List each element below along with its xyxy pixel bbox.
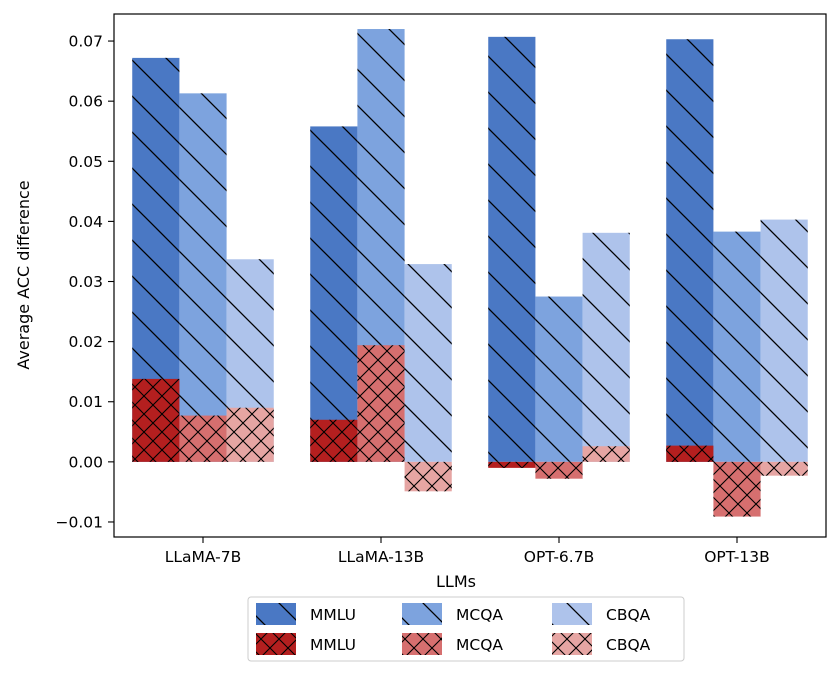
legend-label: MCQA bbox=[456, 606, 503, 624]
bar-hatch bbox=[310, 419, 358, 462]
bar-hatch bbox=[488, 36, 536, 462]
bar-cross-cbqa-llama-7b bbox=[226, 407, 274, 462]
bar-cross-mmlu-llama-7b bbox=[132, 378, 180, 462]
x-tick-label: LLaMA-7B bbox=[165, 548, 242, 566]
legend-label: MMLU bbox=[310, 636, 356, 654]
bar-hatch bbox=[132, 378, 180, 462]
bar-diagonal-mmlu-opt-13b bbox=[666, 39, 714, 462]
bar-hatch bbox=[666, 445, 714, 462]
bar-hatch bbox=[404, 264, 452, 462]
legend-item-diagonal-cbqa: CBQA bbox=[552, 603, 651, 625]
legend-item-diagonal-mmlu: MMLU bbox=[256, 603, 356, 625]
bar-hatch bbox=[357, 345, 405, 462]
y-tick-label: 0.07 bbox=[68, 33, 103, 51]
bar-hatch bbox=[404, 461, 452, 492]
bar-hatch bbox=[582, 446, 630, 462]
bar-diagonal-mcqa-llama-7b bbox=[179, 93, 227, 462]
bar-cross-mcqa-llama-7b bbox=[179, 415, 227, 462]
bar-diagonal-mcqa-opt-13b bbox=[713, 231, 761, 462]
legend-swatch-hatch bbox=[402, 603, 442, 625]
y-tick-label: 0.05 bbox=[68, 153, 103, 171]
plot-frame bbox=[113, 13, 827, 538]
bar-cross-mmlu-opt-13b bbox=[666, 445, 714, 462]
legend-item-cross-cbqa: CBQA bbox=[552, 633, 651, 655]
legend-label: CBQA bbox=[606, 636, 651, 654]
legend-label: MCQA bbox=[456, 636, 503, 654]
bar-diagonal-cbqa-opt-6.7b bbox=[582, 232, 630, 462]
bar-hatch bbox=[582, 232, 630, 462]
bar-cross-cbqa-opt-6.7b bbox=[582, 446, 630, 462]
y-tick-label: 0.00 bbox=[68, 453, 103, 471]
bar-hatch bbox=[179, 93, 227, 462]
bar-cross-cbqa-opt-13b bbox=[760, 461, 808, 476]
x-tick-label: OPT-13B bbox=[704, 548, 770, 566]
x-tick-label: OPT-6.7B bbox=[524, 548, 594, 566]
bar-hatch bbox=[310, 126, 358, 462]
bar-hatch bbox=[535, 461, 583, 479]
legend-label: MMLU bbox=[310, 606, 356, 624]
bar-hatch bbox=[760, 461, 808, 476]
axes-layer: −0.01 0.00 0.01 0.02 0.03 0.04 0.05 0.06 0.07 LLa… bbox=[56, 13, 827, 566]
bar-hatch bbox=[488, 461, 536, 468]
x-tick-label: LLaMA-13B bbox=[338, 548, 424, 566]
bar-hatch bbox=[666, 39, 714, 462]
bar-hatch bbox=[179, 415, 227, 462]
y-tick-label: −0.01 bbox=[56, 513, 104, 531]
legend-swatch-hatch bbox=[256, 633, 296, 655]
legend-swatch-hatch bbox=[402, 633, 442, 655]
y-tick-label: 0.06 bbox=[68, 93, 103, 111]
legend: MMLU MCQA CBQA MMLU MCQA CBQA bbox=[247, 596, 685, 662]
x-axis-label: LLMs bbox=[436, 572, 476, 591]
y-tick-label: 0.03 bbox=[68, 273, 103, 291]
legend-item-diagonal-mcqa: MCQA bbox=[402, 603, 503, 625]
bar-cross-mcqa-opt-13b bbox=[713, 461, 761, 517]
legend-swatch-hatch bbox=[256, 603, 296, 625]
bar-cross-mcqa-llama-13b bbox=[357, 345, 405, 462]
bar-cross-mcqa-opt-6.7b bbox=[535, 461, 583, 479]
bar-cross-mmlu-opt-6.7b bbox=[488, 461, 536, 468]
bar-diagonal-mcqa-opt-6.7b bbox=[535, 296, 583, 462]
legend-item-cross-mcqa: MCQA bbox=[402, 633, 503, 655]
bar-hatch bbox=[760, 219, 808, 462]
bar-hatch bbox=[713, 461, 761, 517]
bar-diagonal-cbqa-llama-13b bbox=[404, 264, 452, 462]
bar-diagonal-cbqa-opt-13b bbox=[760, 219, 808, 462]
legend-swatch-hatch bbox=[552, 633, 592, 655]
y-tick-label: 0.04 bbox=[68, 213, 103, 231]
bar-cross-cbqa-llama-13b bbox=[404, 461, 452, 492]
bar-cross-mmlu-llama-13b bbox=[310, 419, 358, 462]
legend-item-cross-mmlu: MMLU bbox=[256, 633, 356, 655]
bar-diagonal-mmlu-opt-6.7b bbox=[488, 36, 536, 462]
y-tick-label: 0.02 bbox=[68, 333, 103, 351]
bar-diagonal-mmlu-llama-13b bbox=[310, 126, 358, 462]
legend-swatch-hatch bbox=[552, 603, 592, 625]
y-axis-label: Average ACC difference bbox=[14, 180, 33, 369]
legend-label: CBQA bbox=[606, 606, 651, 624]
bar-hatch bbox=[713, 231, 761, 462]
bar-hatch bbox=[226, 407, 274, 462]
bar-hatch bbox=[535, 296, 583, 462]
bars-layer bbox=[132, 29, 808, 517]
y-tick-label: 0.01 bbox=[68, 393, 103, 411]
